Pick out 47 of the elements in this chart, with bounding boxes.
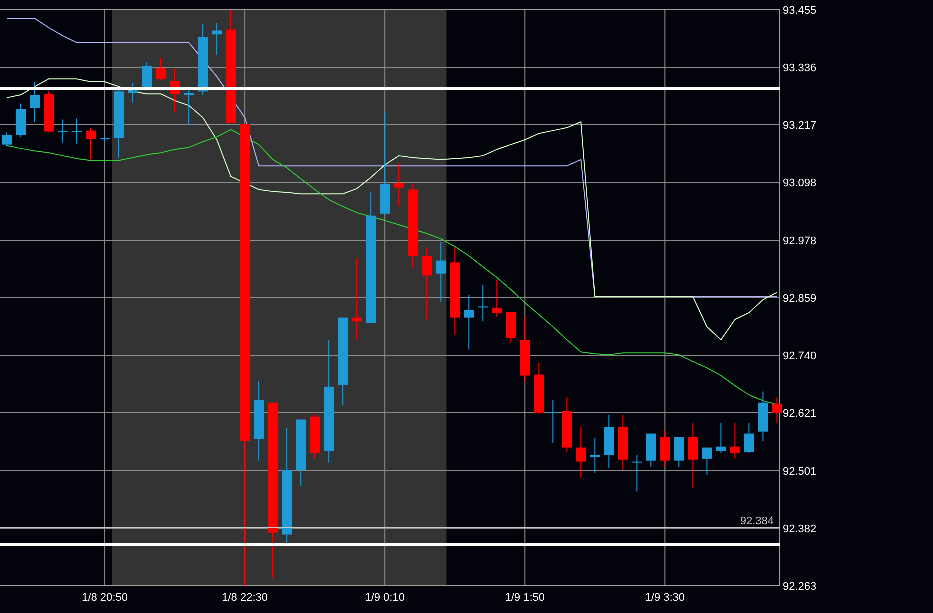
candlestick	[352, 257, 362, 341]
candlestick	[492, 280, 502, 318]
x-tick-label: 1/8 22:30	[222, 592, 268, 604]
candlestick	[184, 89, 194, 126]
candlestick	[632, 454, 642, 492]
candlestick	[674, 436, 684, 468]
candlestick	[58, 119, 68, 144]
y-tick-label: 93.455	[783, 4, 817, 17]
candlestick	[72, 118, 82, 144]
x-tick-label: 1/9 1:50	[505, 592, 546, 604]
y-tick-label: 92.501	[783, 466, 817, 478]
candlestick	[86, 127, 96, 160]
line-series	[6, 78, 778, 341]
y-tick-label: 92.263	[783, 580, 817, 593]
candlestick	[576, 426, 586, 478]
candlestick	[688, 422, 698, 488]
ref-line-label: 92.384	[740, 516, 774, 528]
candlestick	[478, 284, 488, 322]
candlestick	[590, 438, 600, 474]
candlestick	[772, 396, 782, 424]
y-tick-label: 93.336	[783, 62, 817, 74]
candlestick	[464, 294, 474, 350]
candlestick	[744, 422, 754, 454]
y-tick-label: 93.098	[783, 177, 817, 190]
candlestick	[212, 22, 222, 56]
y-tick-label: 92.978	[783, 235, 817, 248]
candlestick	[30, 82, 40, 123]
candlestick	[2, 132, 12, 148]
x-tick-label: 1/9 3:30	[645, 592, 686, 604]
y-tick-label: 92.859	[783, 292, 817, 305]
candlestick	[394, 163, 404, 208]
candlestick	[422, 247, 432, 320]
candlestick	[660, 429, 670, 468]
y-tick-label: 92.382	[783, 523, 817, 536]
y-tick-label: 92.740	[783, 350, 817, 362]
x-tick-label: 1/8 20:50	[82, 592, 128, 604]
candlestick	[128, 82, 138, 104]
y-tick-label: 92.621	[783, 408, 817, 420]
candlestick	[716, 422, 726, 454]
candlestick	[730, 422, 740, 460]
candlestick	[156, 57, 166, 81]
x-tick-label: 1/9 0:10	[365, 592, 405, 604]
y-tick-label: 93.217	[783, 120, 817, 132]
candlestick	[548, 399, 558, 444]
candlestick	[142, 62, 152, 90]
candlestick	[436, 241, 446, 302]
candlestick	[702, 447, 712, 476]
